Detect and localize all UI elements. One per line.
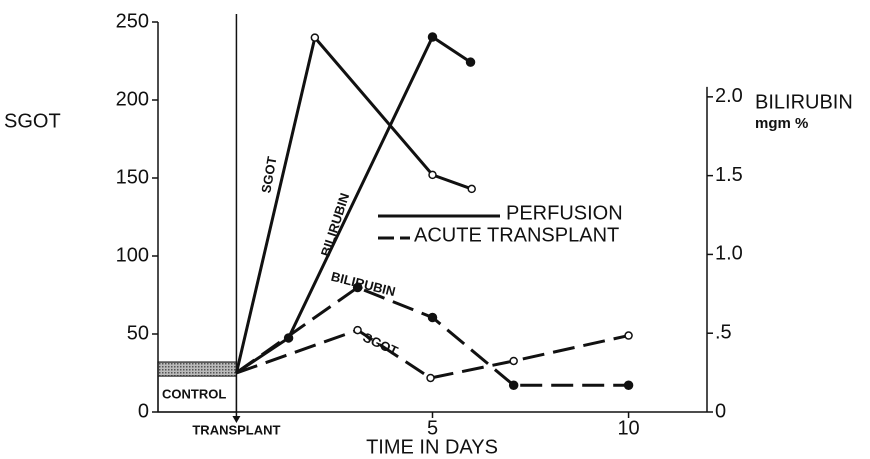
y2-unit: mgm % <box>755 115 808 132</box>
marker <box>467 184 476 194</box>
y2-tick-label: 1.5 <box>715 164 743 186</box>
series-line <box>235 34 472 374</box>
marker <box>428 170 437 180</box>
marker <box>624 331 633 340</box>
y2-tick-label: 0 <box>715 400 726 422</box>
y-axis-label: SGOT <box>4 110 61 132</box>
x-tick-label: 10 <box>617 417 639 439</box>
y-tick-label: 0 <box>138 400 149 422</box>
marker <box>623 380 634 390</box>
series-annotation: BILIRUBIN <box>330 269 397 299</box>
y-tick-label: 100 <box>116 244 149 266</box>
control-band <box>157 361 237 377</box>
y2-tick-label: 2.0 <box>715 85 743 107</box>
x-tick-label: 5 <box>427 417 438 439</box>
series-annotation: BILIRUBIN <box>318 191 353 258</box>
series-line <box>235 328 629 380</box>
y-tick-label: 200 <box>116 88 149 110</box>
y2-tick-label: .5 <box>715 321 732 343</box>
y-tick-label: 150 <box>116 166 149 188</box>
marker <box>352 282 363 293</box>
marker <box>353 325 362 335</box>
series-annotation: SGOT <box>258 155 279 194</box>
y2-tick-label: 1.0 <box>715 243 743 265</box>
y-tick-label: 250 <box>116 10 149 32</box>
x-axis-label: TIME IN DAYS <box>366 436 498 458</box>
marker <box>427 312 438 323</box>
legend-label: ACUTE TRANSPLANT <box>414 224 619 246</box>
series-line <box>234 34 473 374</box>
series-line <box>235 285 629 387</box>
marker <box>509 356 518 366</box>
control-label: CONTROL <box>162 386 226 401</box>
transplant-arrow <box>232 416 241 423</box>
x-tick-label: TRANSPLANT <box>192 422 280 437</box>
series-annotation: SGOT <box>361 329 401 358</box>
y2-axis-label: BILIRUBIN <box>755 91 853 113</box>
marker <box>427 32 438 42</box>
marker <box>465 57 476 67</box>
legend-label: PERFUSION <box>506 202 623 224</box>
y-tick-label: 50 <box>127 322 149 344</box>
marker <box>508 380 519 390</box>
marker <box>426 373 435 383</box>
marker <box>310 33 320 42</box>
